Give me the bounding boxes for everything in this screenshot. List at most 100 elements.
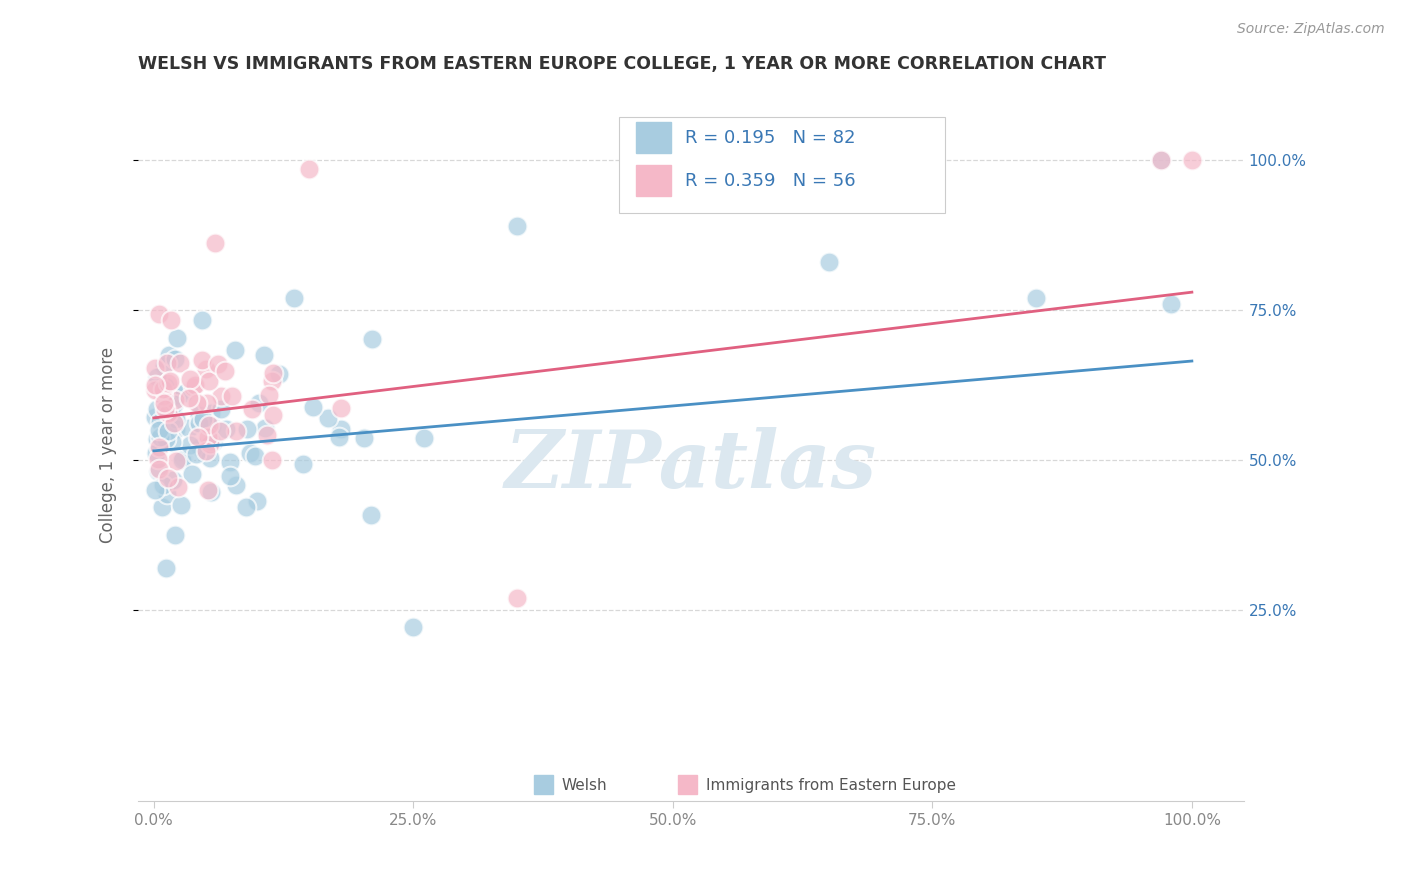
- Text: WELSH VS IMMIGRANTS FROM EASTERN EUROPE COLLEGE, 1 YEAR OR MORE CORRELATION CHAR: WELSH VS IMMIGRANTS FROM EASTERN EUROPE …: [138, 55, 1107, 73]
- Point: [817, 255, 839, 269]
- Point: [165, 454, 187, 468]
- Point: [1160, 297, 1182, 311]
- Point: [260, 374, 283, 388]
- Point: [235, 422, 257, 436]
- Point: [263, 409, 285, 423]
- Point: [219, 455, 242, 469]
- Point: [506, 591, 529, 605]
- Point: [225, 478, 247, 492]
- Point: [145, 370, 167, 384]
- Point: [155, 561, 177, 575]
- Point: [267, 367, 290, 381]
- Point: [143, 483, 166, 497]
- Point: [159, 374, 181, 388]
- Point: [214, 422, 236, 436]
- FancyBboxPatch shape: [678, 775, 697, 794]
- Point: [328, 429, 350, 443]
- Point: [260, 453, 283, 467]
- Point: [1025, 291, 1047, 305]
- Point: [157, 471, 180, 485]
- Text: Immigrants from Eastern Europe: Immigrants from Eastern Europe: [706, 778, 956, 793]
- Point: [146, 432, 169, 446]
- Text: R = 0.195   N = 82: R = 0.195 N = 82: [686, 128, 856, 147]
- Point: [301, 400, 323, 414]
- Point: [172, 450, 194, 465]
- Text: ZIPatlas: ZIPatlas: [505, 427, 877, 505]
- Point: [157, 406, 180, 420]
- Point: [221, 388, 243, 402]
- Point: [353, 431, 375, 445]
- Point: [224, 343, 246, 357]
- Point: [200, 484, 222, 499]
- Point: [402, 620, 425, 634]
- Point: [191, 353, 214, 368]
- Point: [180, 467, 202, 481]
- Point: [153, 396, 176, 410]
- Text: Source: ZipAtlas.com: Source: ZipAtlas.com: [1237, 22, 1385, 37]
- Point: [156, 424, 179, 438]
- Point: [155, 386, 177, 401]
- Point: [156, 487, 179, 501]
- Point: [155, 378, 177, 392]
- Point: [200, 405, 222, 419]
- Point: [163, 416, 186, 430]
- Point: [197, 374, 219, 388]
- Point: [361, 332, 384, 346]
- FancyBboxPatch shape: [534, 775, 553, 794]
- Point: [179, 372, 201, 386]
- Point: [506, 219, 529, 234]
- Point: [207, 357, 229, 371]
- Point: [188, 416, 211, 430]
- Text: R = 0.359   N = 56: R = 0.359 N = 56: [686, 171, 856, 189]
- Point: [149, 415, 172, 429]
- Point: [292, 457, 315, 471]
- Point: [148, 430, 170, 444]
- Point: [155, 432, 177, 446]
- Point: [330, 422, 353, 436]
- Point: [148, 462, 170, 476]
- Point: [330, 401, 353, 415]
- Point: [200, 437, 222, 451]
- Point: [145, 446, 167, 460]
- Point: [166, 331, 188, 345]
- Point: [143, 360, 166, 375]
- Point: [165, 393, 187, 408]
- Point: [156, 381, 179, 395]
- Point: [201, 418, 224, 433]
- Point: [153, 359, 176, 373]
- Point: [152, 382, 174, 396]
- Point: [283, 291, 305, 305]
- Point: [198, 450, 221, 465]
- FancyBboxPatch shape: [619, 117, 945, 213]
- Point: [197, 430, 219, 444]
- Point: [173, 386, 195, 401]
- Point: [153, 386, 176, 401]
- Point: [1181, 153, 1204, 168]
- Point: [209, 402, 232, 417]
- Point: [156, 356, 179, 370]
- Point: [148, 440, 170, 454]
- Point: [172, 452, 194, 467]
- Point: [318, 410, 340, 425]
- Point: [169, 356, 191, 370]
- Point: [186, 447, 208, 461]
- Point: [160, 313, 183, 327]
- Point: [145, 402, 167, 417]
- FancyBboxPatch shape: [636, 122, 671, 153]
- Point: [165, 412, 187, 426]
- Point: [243, 449, 266, 463]
- Point: [191, 411, 214, 425]
- Point: [259, 387, 281, 401]
- Point: [186, 396, 208, 410]
- Point: [152, 409, 174, 424]
- Point: [157, 348, 180, 362]
- Point: [240, 402, 263, 417]
- Point: [166, 480, 188, 494]
- Point: [177, 421, 200, 435]
- Point: [170, 498, 193, 512]
- Y-axis label: College, 1 year or more: College, 1 year or more: [100, 347, 117, 543]
- Point: [214, 364, 236, 378]
- Point: [262, 367, 284, 381]
- Point: [194, 443, 217, 458]
- Point: [200, 434, 222, 448]
